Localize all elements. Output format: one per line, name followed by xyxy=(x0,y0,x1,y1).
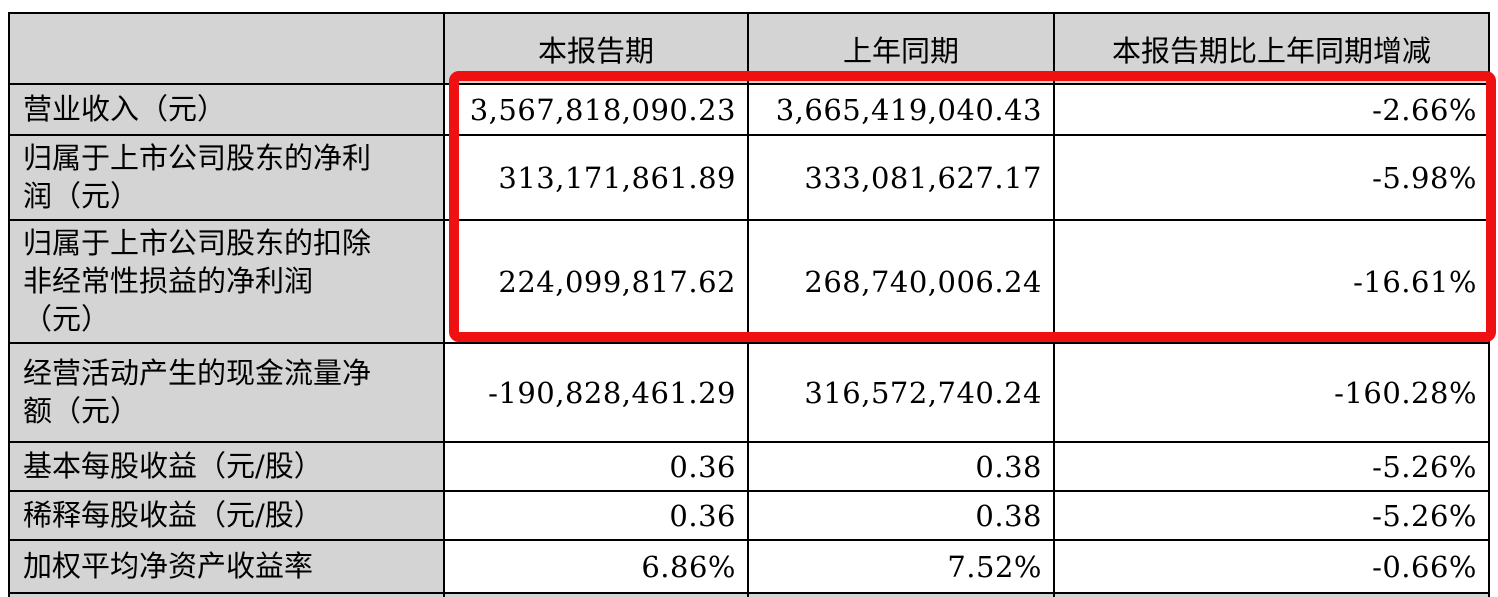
header-cell-current-period: 本报告期 xyxy=(443,12,749,85)
row-label: 归属于上市公司股东的净利 润（元） xyxy=(8,133,445,222)
row-change-value: -0.66% xyxy=(1053,539,1490,595)
table-row-net-profit-excl-nonrecurring: 归属于上市公司股东的扣除 非经常性损益的净利润 （元） 224,099,817.… xyxy=(8,219,1490,345)
row-current-value: 0.36 xyxy=(443,490,749,542)
row-change-value xyxy=(1053,592,1490,597)
table-row-weighted-avg-roe: 加权平均净资产收益率 6.86% 7.52% -0.66% xyxy=(8,539,1490,595)
row-label: 归属于上市公司股东的扣除 非经常性损益的净利润 （元） xyxy=(8,219,445,345)
row-prior-value xyxy=(747,592,1055,597)
row-label: 稀释每股收益（元/股） xyxy=(8,490,445,542)
row-current-value: 0.36 xyxy=(443,441,749,493)
row-prior-value: 333,081,627.17 xyxy=(747,133,1055,222)
row-change-value: -5.98% xyxy=(1053,133,1490,222)
row-label: 营业收入（元） xyxy=(8,83,445,136)
header-row: 本报告期 上年同期 本报告期比上年同期增减 xyxy=(8,12,1490,85)
header-cell-change: 本报告期比上年同期增减 xyxy=(1053,12,1490,85)
table-row-operating-cash-flow: 经营活动产生的现金流量净 额（元） -190,828,461.29 316,57… xyxy=(8,342,1490,444)
row-change-value: -5.26% xyxy=(1053,441,1490,493)
row-current-value: -190,828,461.29 xyxy=(443,342,749,444)
row-change-value: -5.26% xyxy=(1053,490,1490,542)
table-row-net-profit: 归属于上市公司股东的净利 润（元） 313,171,861.89 333,081… xyxy=(8,133,1490,222)
row-prior-value: 0.38 xyxy=(747,441,1055,493)
row-label: 加权平均净资产收益率 xyxy=(8,539,445,595)
header-cell-metric xyxy=(8,12,445,85)
row-label: 经营活动产生的现金流量净 额（元） xyxy=(8,342,445,444)
row-prior-value: 268,740,006.24 xyxy=(747,219,1055,345)
row-label: 基本每股收益（元/股） xyxy=(8,441,445,493)
row-current-value: 224,099,817.62 xyxy=(443,219,749,345)
table-row-basic-eps: 基本每股收益（元/股） 0.36 0.38 -5.26% xyxy=(8,441,1490,493)
row-change-value: -16.61% xyxy=(1053,219,1490,345)
row-change-value: -160.28% xyxy=(1053,342,1490,444)
row-current-value: 3,567,818,090.23 xyxy=(443,83,749,136)
header-cell-prior-period: 上年同期 xyxy=(747,12,1055,85)
row-prior-value: 316,572,740.24 xyxy=(747,342,1055,444)
row-prior-value: 7.52% xyxy=(747,539,1055,595)
table-row-revenue: 营业收入（元） 3,567,818,090.23 3,665,419,040.4… xyxy=(8,83,1490,136)
row-change-value: -2.66% xyxy=(1053,83,1490,136)
table-row-partial-clipped xyxy=(8,592,1490,597)
row-current-value: 313,171,861.89 xyxy=(443,133,749,222)
financial-summary-table: 本报告期 上年同期 本报告期比上年同期增减 营业收入（元） 3,567,818,… xyxy=(8,12,1490,597)
row-current-value: 6.86% xyxy=(443,539,749,595)
row-prior-value: 0.38 xyxy=(747,490,1055,542)
row-label xyxy=(8,592,445,597)
row-prior-value: 3,665,419,040.43 xyxy=(747,83,1055,136)
row-current-value xyxy=(443,592,749,597)
table-row-diluted-eps: 稀释每股收益（元/股） 0.36 0.38 -5.26% xyxy=(8,490,1490,542)
